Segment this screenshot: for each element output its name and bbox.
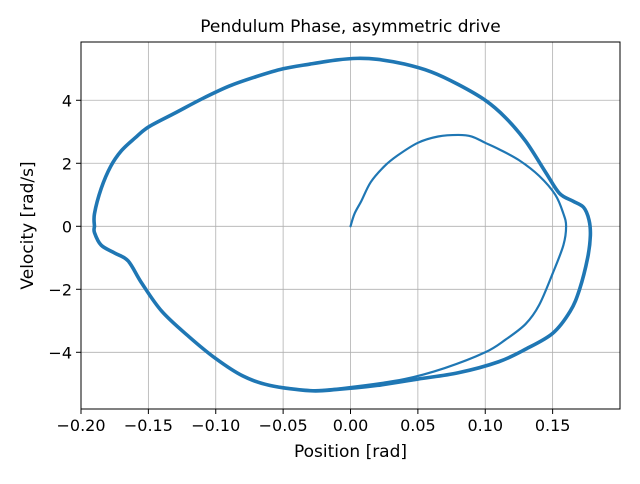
x-tick-label: −0.10 <box>191 416 240 435</box>
x-tick-label: 0.15 <box>535 416 571 435</box>
x-tick-label: 0.10 <box>467 416 503 435</box>
y-axis: −4 −2 0 2 4 <box>48 91 81 362</box>
x-tick-label: −0.15 <box>124 416 173 435</box>
series-line-transient <box>268 133 568 392</box>
x-tick-label: −0.05 <box>259 416 308 435</box>
series-line-limit-cycle <box>92 56 593 393</box>
x-tick-label: 0.05 <box>400 416 436 435</box>
y-tick-label: −4 <box>48 343 72 362</box>
x-tick-label: −0.20 <box>56 416 105 435</box>
chart-title: Pendulum Phase, asymmetric drive <box>200 17 501 37</box>
y-tick-label: 0 <box>62 217 72 236</box>
plot-area <box>92 56 593 393</box>
y-tick-label: 2 <box>62 154 72 173</box>
y-tick-label: 4 <box>62 91 72 110</box>
y-tick-label: −2 <box>48 280 72 299</box>
x-axis: −0.20 −0.15 −0.10 −0.05 0.00 0.05 0.10 0.15 <box>56 409 570 435</box>
x-tick-label: 0.00 <box>333 416 369 435</box>
x-axis-label: Position [rad] <box>294 442 407 462</box>
y-axis-label: Velocity [rad/s] <box>18 161 38 289</box>
